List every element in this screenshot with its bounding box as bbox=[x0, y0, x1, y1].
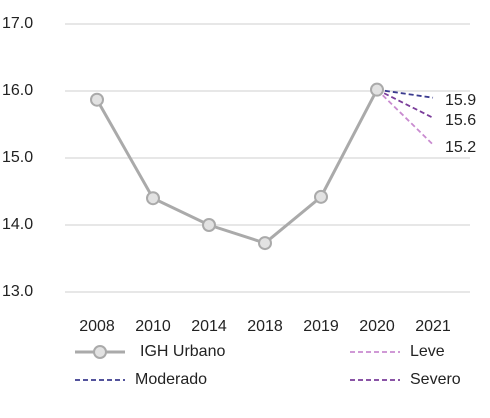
y-tick-label: 13.0 bbox=[2, 283, 33, 300]
point bbox=[370, 82, 384, 97]
legend-label: IGH Urbano bbox=[140, 343, 225, 360]
legend-label: Leve bbox=[410, 343, 445, 360]
scenario-line bbox=[376, 89, 434, 146]
x-tick-label: 2018 bbox=[247, 318, 283, 335]
x-tick-label: 2019 bbox=[303, 318, 339, 335]
scenario-line bbox=[376, 88, 434, 119]
y-tick-label: 15.0 bbox=[2, 149, 33, 166]
point bbox=[90, 92, 104, 107]
legend-label: Severo bbox=[410, 371, 461, 388]
point bbox=[146, 191, 160, 206]
value-label: 15.6 bbox=[445, 112, 476, 129]
point bbox=[202, 218, 216, 232]
scenario-line bbox=[376, 88, 434, 99]
y-tick-label: 16.0 bbox=[2, 82, 33, 99]
y-tick-label: 17.0 bbox=[2, 15, 33, 32]
x-tick-label: 2021 bbox=[415, 318, 451, 335]
x-tick-label: 2014 bbox=[191, 318, 227, 335]
legend-label: Moderado bbox=[135, 371, 207, 388]
x-tick-label: 2010 bbox=[135, 318, 171, 335]
value-label: 15.9 bbox=[445, 92, 476, 109]
point bbox=[314, 189, 328, 204]
point bbox=[258, 236, 272, 251]
series-line bbox=[95, 88, 379, 245]
y-tick-label: 14.0 bbox=[2, 216, 33, 233]
value-label: 15.2 bbox=[445, 139, 476, 156]
legend-marker bbox=[93, 345, 107, 359]
x-tick-label: 2020 bbox=[359, 318, 395, 335]
x-tick-label: 2008 bbox=[79, 318, 115, 335]
